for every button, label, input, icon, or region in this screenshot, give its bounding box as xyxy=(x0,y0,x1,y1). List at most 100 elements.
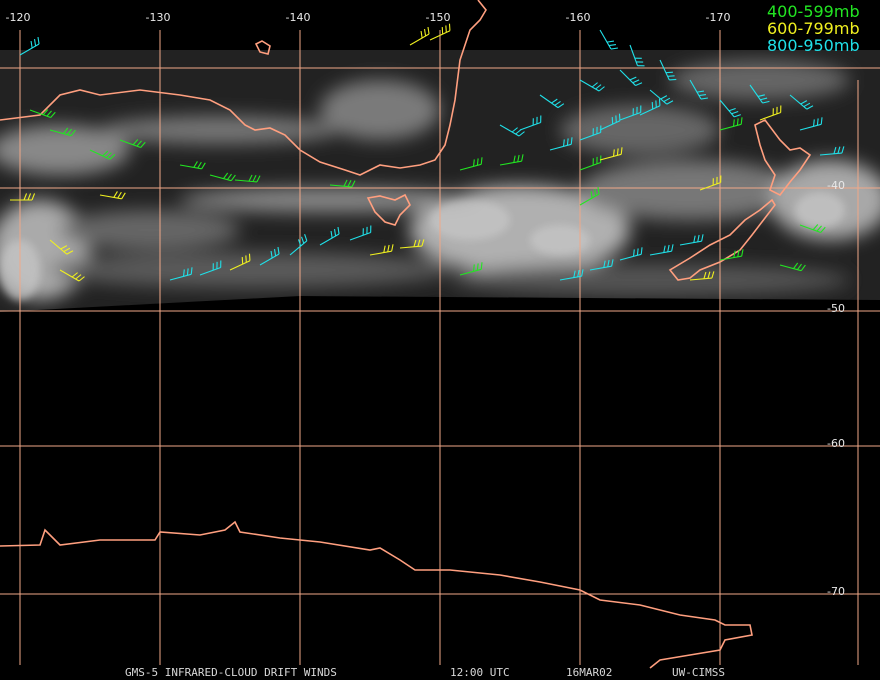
barb-tick xyxy=(63,127,69,134)
wind-barb xyxy=(639,98,661,116)
barb-tick xyxy=(480,262,483,270)
wind-barb xyxy=(579,125,602,141)
barb-tick xyxy=(696,90,705,93)
barb-tick xyxy=(833,146,837,154)
barb-tick xyxy=(66,128,72,135)
barb-tick xyxy=(700,97,709,100)
wind-barb xyxy=(619,105,642,121)
barb-tick xyxy=(557,103,565,109)
island xyxy=(254,40,271,55)
australia-coast xyxy=(0,0,487,176)
barb-tick xyxy=(635,82,643,87)
wind-barb xyxy=(49,239,74,255)
barb-tick xyxy=(347,180,352,187)
barb-tick xyxy=(472,159,475,167)
barb-tick xyxy=(423,28,427,37)
barb-tick xyxy=(223,172,229,179)
barb-tick xyxy=(121,192,126,200)
barb-tick xyxy=(607,259,610,267)
nz-south-coast xyxy=(668,198,776,281)
tasmania-coast xyxy=(366,193,411,226)
barb-tick xyxy=(757,94,765,98)
barb-tick xyxy=(66,250,74,255)
barb-tick xyxy=(841,146,845,154)
barb-tick xyxy=(186,268,189,276)
barb-tick xyxy=(518,131,525,137)
wind-barb xyxy=(499,124,525,137)
barb-tick xyxy=(391,244,394,252)
barb-tick xyxy=(636,248,639,256)
barb-tick xyxy=(78,276,85,282)
lon-label: -160 xyxy=(566,11,591,24)
wind-barb xyxy=(649,89,674,105)
barb-tick xyxy=(297,239,302,247)
barb-tick xyxy=(703,271,707,279)
barb-tick xyxy=(837,146,841,154)
barb-tick xyxy=(27,193,32,201)
barb-tick xyxy=(800,100,808,105)
lon-label: -170 xyxy=(706,11,731,24)
lat-label: -70 xyxy=(827,585,845,598)
wind-barb xyxy=(759,105,782,121)
barb-tick xyxy=(812,119,815,127)
barb-tick xyxy=(476,263,479,271)
wind-barb xyxy=(259,246,280,266)
barb-tick xyxy=(590,190,593,199)
wind-barb xyxy=(779,262,806,272)
barb-tick xyxy=(667,244,670,252)
barb-tick xyxy=(611,259,614,267)
barb-tick xyxy=(660,95,668,100)
barb-tick xyxy=(421,239,425,247)
wind-barb xyxy=(319,226,340,246)
wind-barb xyxy=(719,117,743,131)
wind-barb xyxy=(429,23,451,41)
lon-label: -120 xyxy=(6,11,31,24)
barb-tick xyxy=(42,109,49,116)
barb-tick xyxy=(515,129,522,135)
barb-tick xyxy=(270,250,273,259)
wind-barb xyxy=(199,260,222,276)
barb-tick xyxy=(812,224,819,231)
barb-tick xyxy=(132,139,139,146)
barb-tick xyxy=(629,76,637,81)
labels: -120 -130 -140 -150 -160 -170 -40 -50 -60 -70 400-… xyxy=(6,2,860,679)
antarctica-coast xyxy=(0,520,753,669)
barb-tick xyxy=(304,234,308,242)
barb-tick xyxy=(33,38,37,47)
barb-tick xyxy=(570,137,573,145)
barb-tick xyxy=(806,105,814,110)
wind-barb xyxy=(659,59,677,81)
barb-tick xyxy=(46,110,52,117)
wind-barb xyxy=(629,44,645,67)
barb-tick xyxy=(517,154,520,162)
barb-tick xyxy=(733,250,736,258)
footer-text: 12:00 UTC xyxy=(450,666,510,679)
barb-tick xyxy=(697,234,700,242)
barb-tick xyxy=(248,174,253,182)
wind-barb xyxy=(619,69,643,87)
barb-tick xyxy=(820,226,826,233)
wind-barb xyxy=(579,186,600,206)
barb-tick xyxy=(182,269,185,277)
wind-barb xyxy=(10,193,36,201)
legend-entry: 600-799mb xyxy=(767,19,860,38)
barb-tick xyxy=(693,235,696,243)
barb-tick xyxy=(737,249,740,257)
wind-barb xyxy=(749,84,770,104)
barb-tick xyxy=(562,139,565,147)
barb-tick xyxy=(37,36,40,45)
wind-barb xyxy=(649,244,674,256)
wind-barb xyxy=(19,36,40,56)
barb-tick xyxy=(109,154,116,160)
barb-tick xyxy=(277,246,280,255)
lon-label: -130 xyxy=(146,11,171,24)
wind-barb xyxy=(99,191,126,200)
barb-tick xyxy=(663,97,671,103)
wind-barb xyxy=(689,271,715,281)
wind-barb xyxy=(719,249,744,261)
barb-tick xyxy=(551,98,558,104)
barb-tick xyxy=(337,226,340,235)
barb-tick xyxy=(612,149,615,157)
barb-tick xyxy=(252,175,257,182)
barb-tick xyxy=(383,245,386,253)
